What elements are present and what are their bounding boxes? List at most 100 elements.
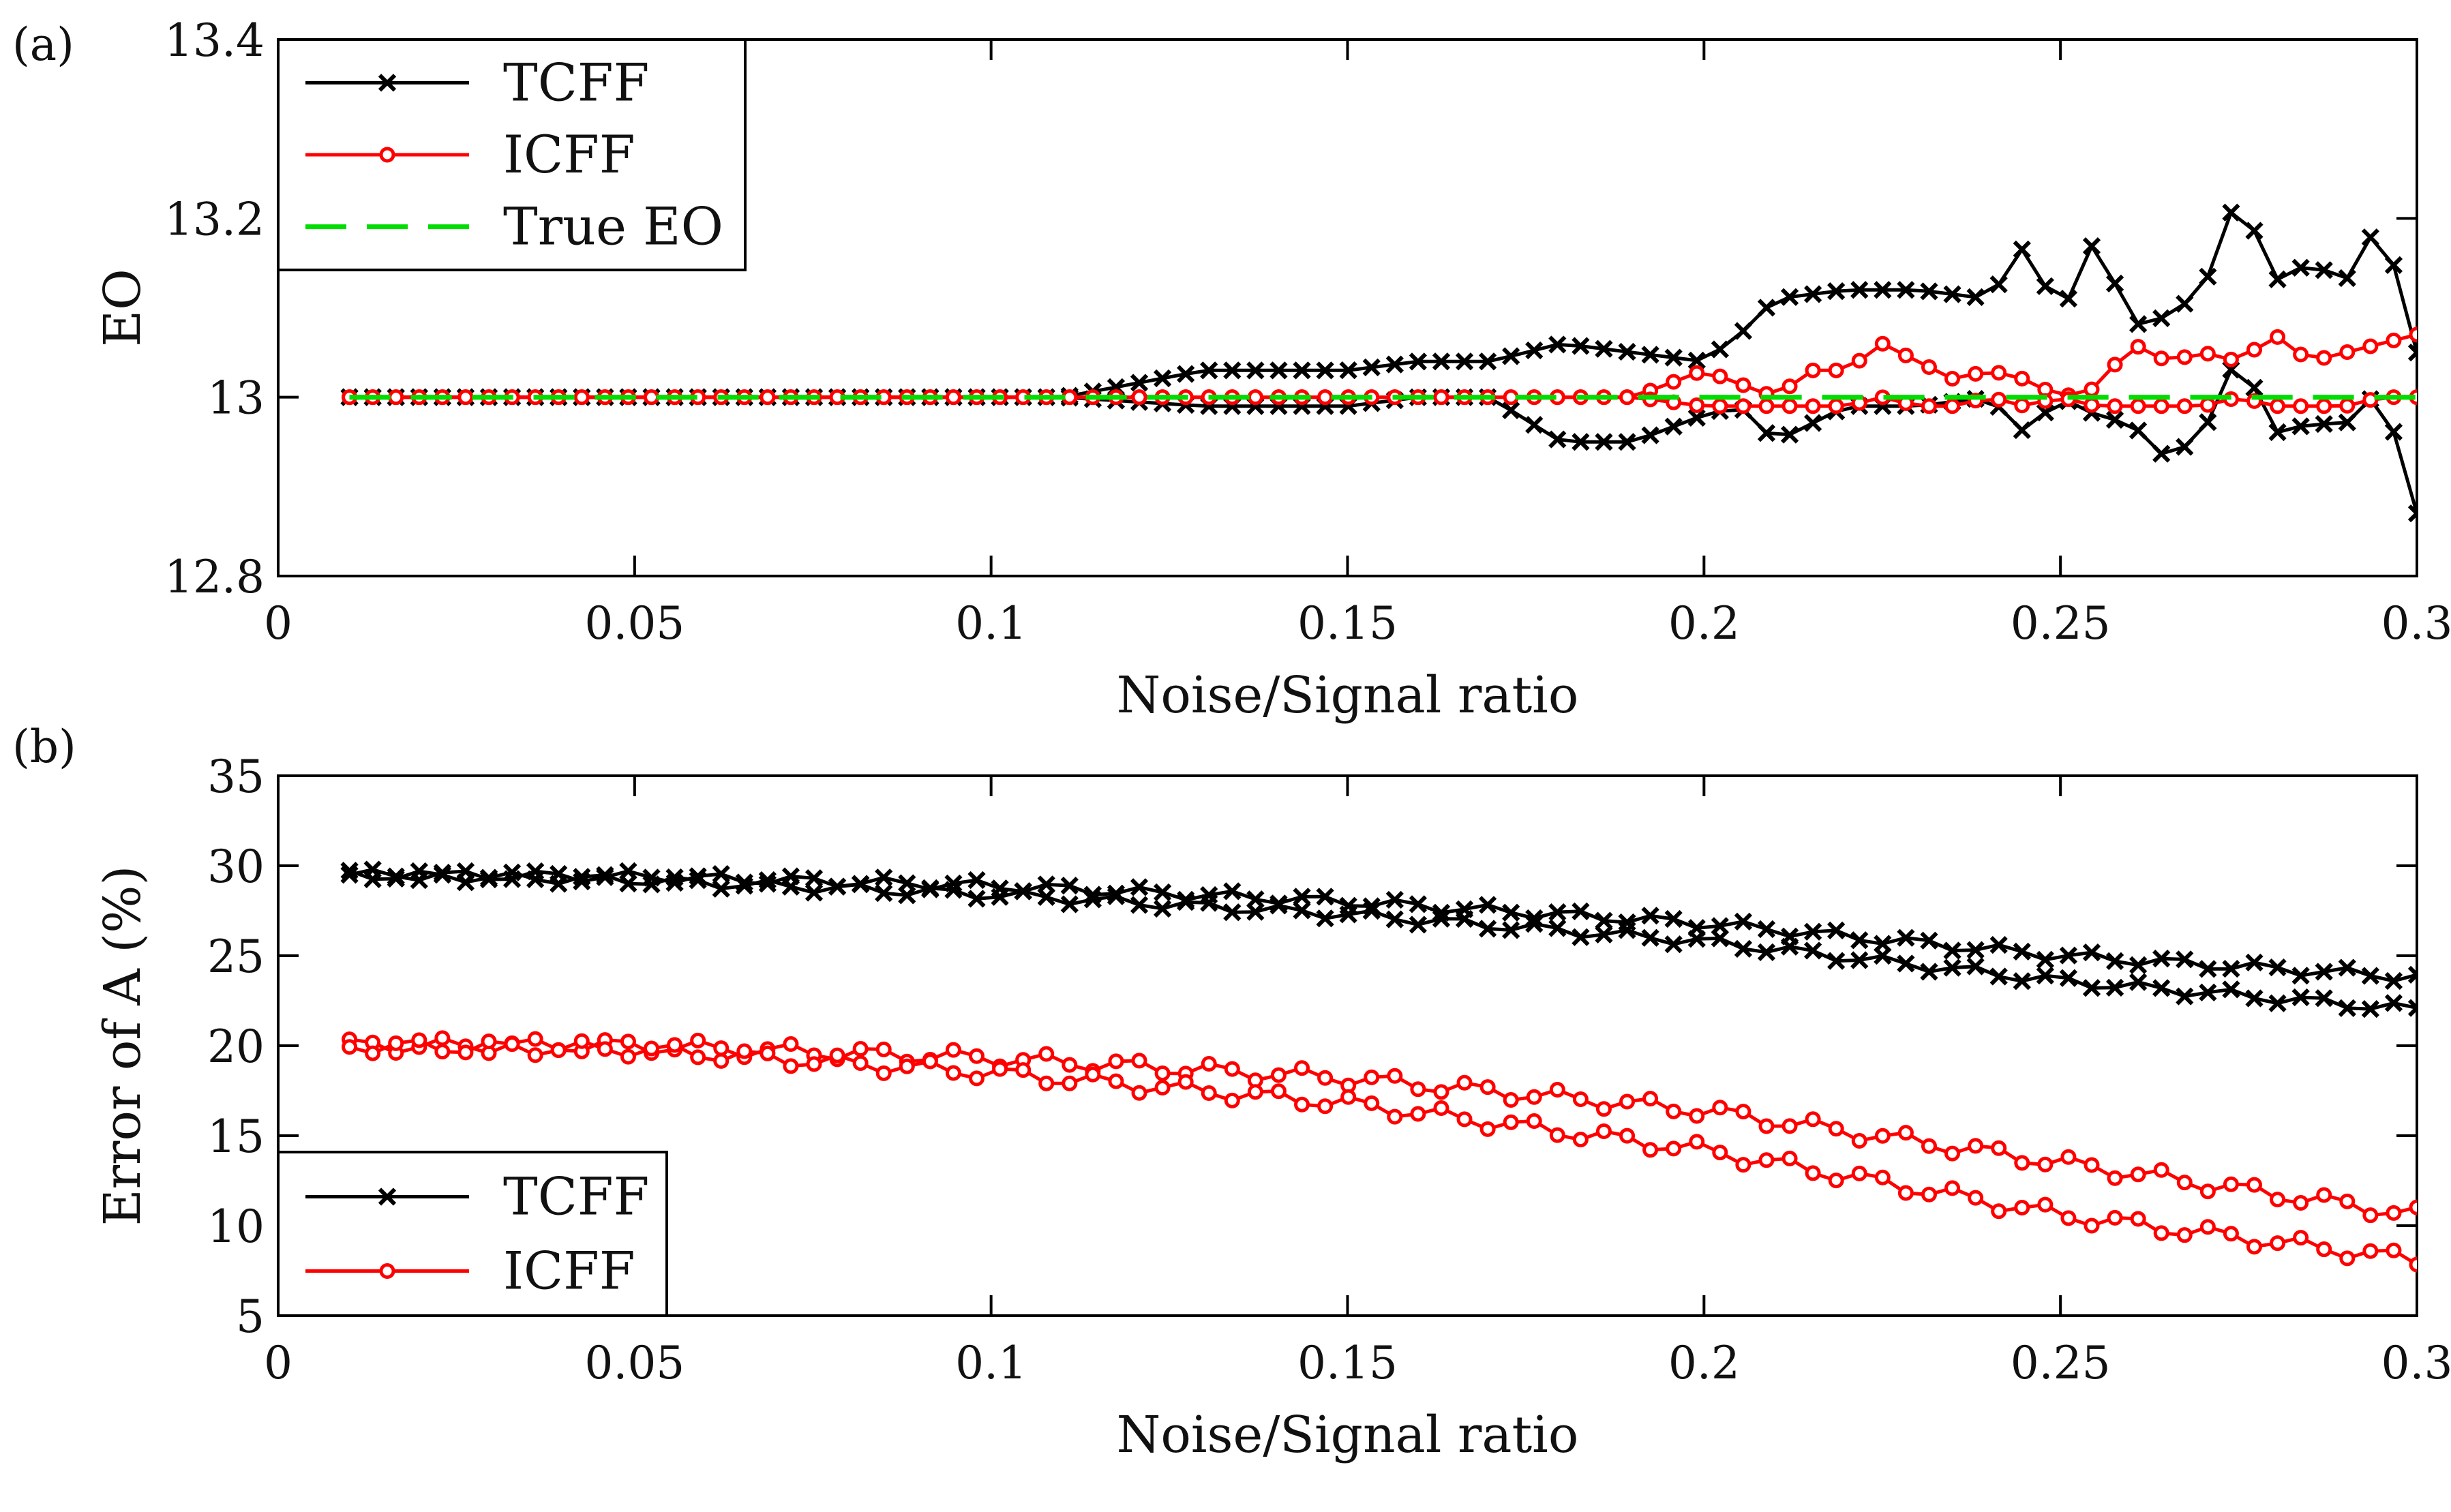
data-point — [1223, 361, 1242, 380]
data-point — [456, 873, 475, 892]
data-point — [1572, 433, 1590, 451]
data-point — [1478, 920, 1497, 938]
data-point — [875, 883, 893, 903]
data-point — [1781, 398, 1798, 414]
data-point — [2176, 349, 2193, 365]
data-point — [2105, 274, 2124, 292]
x-axis-title: Noise/Signal ratio — [1117, 666, 1579, 725]
data-point — [2013, 240, 2031, 258]
data-point — [411, 1032, 427, 1048]
y-tick-label: 15 — [207, 1110, 265, 1163]
data-point — [1851, 1165, 1867, 1181]
data-point — [2361, 967, 2379, 985]
data-point — [1943, 285, 1961, 303]
data-point — [1153, 899, 1172, 918]
data-point — [783, 1058, 799, 1074]
data-point — [2384, 971, 2403, 991]
data-point — [1269, 896, 1288, 915]
data-point — [2152, 979, 2171, 997]
data-point — [1062, 1075, 1078, 1091]
data-point — [1712, 1145, 1728, 1161]
panel-b-error-chart: 0 0.05 0.1 0.15 0.2 0.25 0.3 5 10 15 20 25 30 35 Noise… — [12, 721, 2451, 1464]
data-point — [1805, 398, 1821, 414]
x-tick-label: 0 — [264, 597, 292, 650]
data-point — [2176, 987, 2194, 1006]
data-point — [1666, 374, 1682, 390]
data-point — [2199, 267, 2217, 286]
data-point — [1827, 952, 1846, 970]
data-point — [1641, 346, 1659, 364]
data-point — [1014, 882, 1032, 901]
data-point — [690, 1049, 706, 1065]
data-point — [1664, 935, 1683, 954]
data-point — [1921, 1186, 1937, 1203]
data-point — [805, 869, 824, 888]
data-point — [1687, 351, 1706, 369]
data-point — [596, 866, 614, 884]
y-tick-label: 10 — [207, 1200, 265, 1253]
data-point — [735, 877, 753, 895]
data-point — [2082, 237, 2101, 256]
data-point — [2246, 342, 2262, 358]
data-point — [2014, 370, 2030, 387]
data-point — [2223, 1226, 2239, 1242]
data-point — [1387, 1108, 1403, 1125]
data-point — [1689, 1134, 1705, 1150]
data-point — [2223, 351, 2239, 367]
data-point — [1920, 282, 1938, 301]
data-point — [1037, 888, 1055, 907]
data-point — [2409, 1199, 2417, 1215]
x-tick-label: 0.1 — [955, 1337, 1027, 1389]
data-point — [2036, 277, 2054, 295]
data-point — [1409, 916, 1428, 934]
data-point — [1850, 951, 1869, 969]
data-point — [1920, 963, 1938, 981]
data-point — [1433, 389, 1449, 406]
data-point — [2222, 980, 2240, 999]
data-point — [620, 1048, 636, 1065]
data-point — [2339, 344, 2356, 360]
data-point — [713, 1040, 730, 1057]
data-point — [1666, 1140, 1682, 1157]
y-tick-label: 35 — [207, 751, 265, 803]
data-point — [1642, 1142, 1659, 1158]
data-point — [2245, 378, 2264, 397]
data-point — [805, 883, 824, 902]
data-point — [991, 888, 1009, 906]
data-point — [2362, 1207, 2379, 1224]
data-point — [1781, 378, 1798, 395]
data-point — [573, 389, 590, 406]
data-point — [781, 877, 800, 896]
data-point — [2386, 1242, 2402, 1258]
data-point — [2291, 967, 2310, 985]
data-point — [1943, 958, 1961, 977]
data-point — [1525, 915, 1544, 933]
data-point — [642, 875, 661, 894]
data-point — [1130, 878, 1149, 896]
data-point — [504, 1036, 520, 1053]
y-tick-label: 13.4 — [164, 14, 265, 67]
data-point — [644, 1040, 660, 1057]
data-point — [481, 1033, 497, 1050]
data-point — [2153, 1225, 2169, 1241]
data-point — [1897, 954, 1915, 973]
data-point — [1944, 1180, 1961, 1196]
data-point — [2014, 1155, 2030, 1171]
series-icff — [342, 1030, 2417, 1273]
data-point — [2014, 1200, 2030, 1216]
data-point — [2036, 967, 2054, 985]
legend-box — [277, 1151, 668, 1317]
data-point — [1549, 1127, 1565, 1143]
data-point — [1920, 931, 1938, 950]
data-point — [760, 389, 776, 406]
data-point — [1478, 352, 1497, 371]
data-point — [550, 1042, 567, 1059]
data-point — [1548, 335, 1567, 354]
data-point — [1734, 322, 1753, 340]
data-point — [945, 1042, 961, 1058]
data-point — [410, 862, 428, 881]
data-point — [1828, 1121, 1844, 1137]
data-point — [1851, 352, 1867, 369]
data-point — [806, 1056, 822, 1072]
data-point — [342, 1039, 358, 1055]
